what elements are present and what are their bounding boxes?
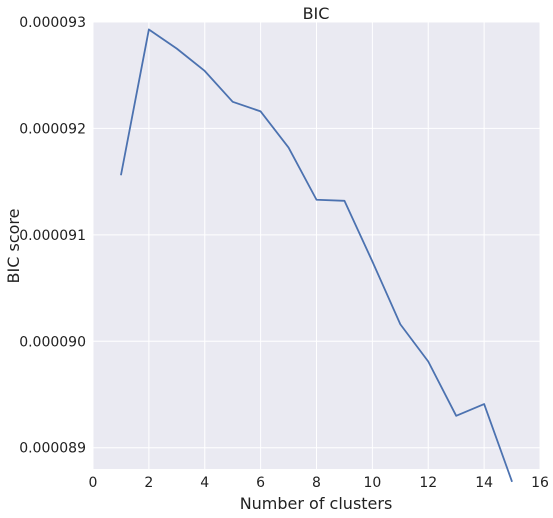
x-tick-label: 16 <box>531 475 549 491</box>
x-tick-label: 12 <box>419 475 437 491</box>
x-tick-labels: 0 2 4 6 8 10 12 14 16 <box>89 475 549 491</box>
y-tick-label: 0.000090 <box>19 334 86 350</box>
y-tick-label: 0.000092 <box>19 121 86 137</box>
x-axis-label: Number of clusters <box>240 494 393 513</box>
x-tick-label: 8 <box>312 475 321 491</box>
x-tick-label: 4 <box>200 475 209 491</box>
y-axis-label: BIC score <box>4 209 23 284</box>
y-tick-label: 0.000089 <box>19 441 86 457</box>
y-tick-label: 0.000093 <box>19 15 86 31</box>
x-tick-label: 6 <box>256 475 265 491</box>
chart-title: BIC <box>303 4 330 23</box>
y-tick-label: 0.000091 <box>19 228 86 244</box>
x-tick-label: 0 <box>89 475 98 491</box>
y-tick-labels: 0.000089 0.000090 0.000091 0.000092 0.000093 <box>19 15 86 457</box>
x-tick-label: 2 <box>144 475 153 491</box>
x-tick-label: 14 <box>475 475 493 491</box>
x-tick-label: 10 <box>363 475 381 491</box>
